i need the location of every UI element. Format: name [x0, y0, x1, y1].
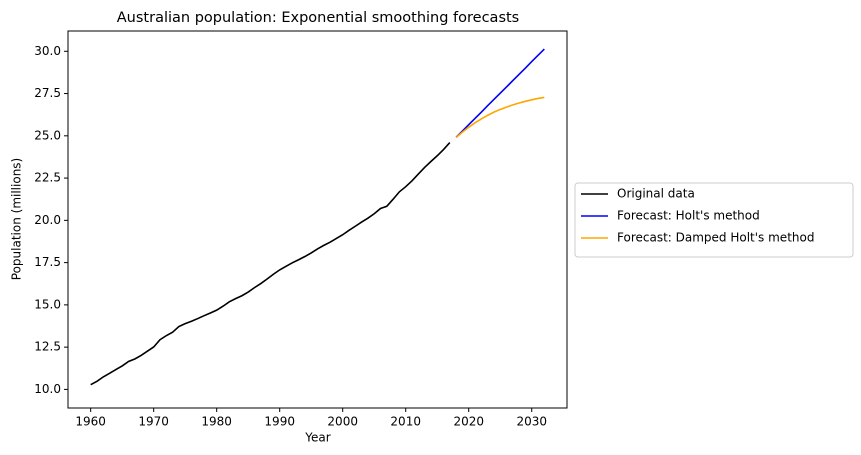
y-tick-label: 20.0: [34, 213, 61, 227]
legend-label: Forecast: Damped Holt's method: [617, 231, 814, 245]
x-tick-label: 1990: [264, 415, 295, 429]
y-tick-label: 17.5: [34, 255, 61, 269]
x-tick-label: 1960: [75, 415, 106, 429]
series-line: [455, 96, 545, 139]
legend-label: Original data: [617, 187, 695, 201]
x-tick-label: 2020: [453, 415, 484, 429]
y-tick-label: 12.5: [34, 340, 61, 354]
x-tick-label: 1970: [138, 415, 169, 429]
legend-box: [574, 182, 854, 258]
y-tick-label: 15.0: [34, 297, 61, 311]
legend-label: Forecast: Holt's method: [617, 209, 760, 223]
x-tick-label: 2000: [327, 415, 358, 429]
plot-frame: [67, 30, 568, 409]
y-tick-label: 22.5: [34, 171, 61, 185]
y-tick-label: 10.0: [34, 382, 61, 396]
x-tick-label: 2030: [516, 415, 547, 429]
y-tick-label: 30.0: [34, 44, 61, 58]
x-tick-label: 1980: [201, 415, 232, 429]
x-axis-label: Year: [304, 431, 330, 445]
y-tick-label: 27.5: [34, 86, 61, 100]
chart-title: Australian population: Exponential smoot…: [117, 10, 519, 26]
x-tick-label: 2010: [390, 415, 421, 429]
y-axis-label: Population (millions): [10, 158, 24, 280]
series-line: [455, 48, 545, 138]
series-line: [90, 142, 451, 386]
y-tick-label: 25.0: [34, 128, 61, 142]
